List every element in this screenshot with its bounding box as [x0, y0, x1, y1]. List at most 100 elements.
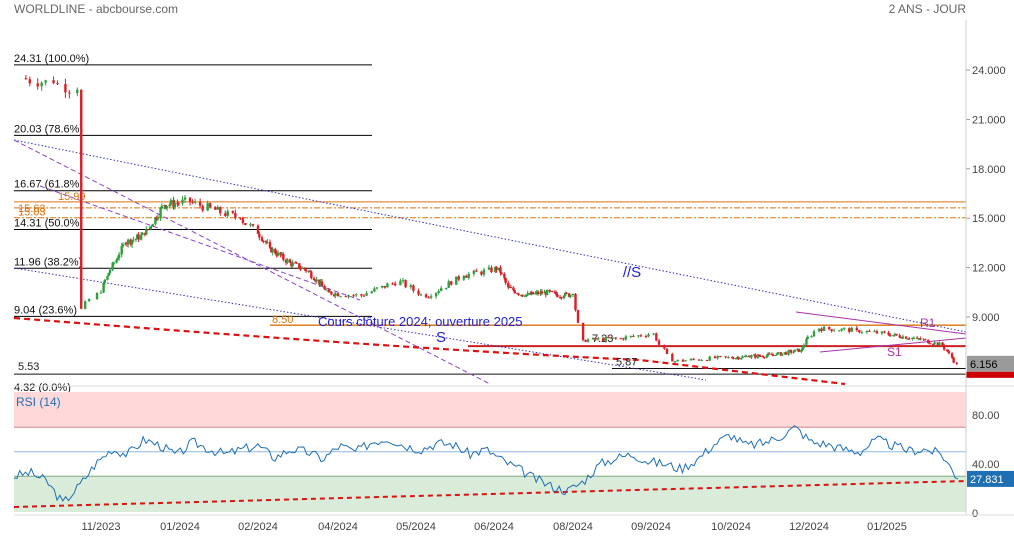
candle-body [509, 287, 513, 289]
fibonacci-label: 20.03 (78.6%) [14, 123, 83, 135]
candle-body [224, 213, 227, 216]
candle-body [115, 259, 118, 263]
candle-body [883, 331, 886, 333]
candle-body [519, 294, 523, 296]
candle-body [584, 340, 587, 342]
y-tick-label: 21.000 [972, 114, 1006, 126]
candle-body [805, 338, 808, 345]
candle-body [787, 350, 790, 355]
candle-body [312, 278, 316, 281]
chart-period[interactable]: 2 ANS - JOUR [888, 2, 966, 16]
fibonacci-label: 4.32 (0.0%) [14, 382, 71, 394]
candle-body [565, 292, 568, 294]
x-tick-label: 09/2024 [631, 521, 671, 533]
candle-body [241, 218, 245, 224]
candle-body [789, 350, 793, 353]
candle-body [226, 211, 230, 216]
candle-body [822, 326, 826, 332]
candle-body [323, 286, 326, 290]
candle-body [300, 267, 304, 269]
candle-body [52, 80, 55, 84]
candle-body [399, 280, 402, 286]
candle-body [365, 293, 368, 296]
candle-body [266, 242, 269, 244]
candle-body [761, 356, 765, 358]
candle-body [736, 357, 739, 359]
candle-body [467, 273, 471, 278]
candle-body [594, 337, 597, 340]
candle-body [766, 353, 770, 356]
candle-body [612, 337, 615, 339]
candle-body [130, 240, 134, 245]
candle-body [512, 287, 515, 291]
rsi-y-tick-label: 40.00 [972, 459, 1000, 471]
candle-body [332, 294, 336, 296]
candle-body [806, 336, 809, 339]
candle-body [931, 343, 935, 345]
fibonacci-label: 24.31 (100.0%) [14, 53, 89, 65]
candle-body [741, 356, 744, 359]
candle-body [952, 357, 955, 363]
candle-body [567, 293, 571, 297]
candle-body [172, 200, 175, 208]
candle-body [554, 292, 558, 295]
candle-body [936, 342, 939, 346]
x-tick-label: 12/2024 [789, 521, 829, 533]
candle-body [801, 347, 804, 350]
candle-body [556, 294, 559, 298]
candle-body [424, 294, 428, 298]
candle-body [705, 360, 709, 362]
candle-body [576, 310, 580, 323]
candle-body [249, 224, 252, 226]
candle-body [549, 290, 553, 292]
candle-body [284, 259, 288, 263]
candle-body [637, 335, 640, 337]
candle-body [716, 356, 719, 359]
candle-body [947, 351, 951, 354]
y-tick-label: 24.000 [972, 65, 1006, 77]
candle-body [401, 280, 405, 282]
channel-lower [13, 267, 707, 381]
candle-body [427, 297, 430, 299]
candle-body [604, 337, 607, 341]
candle-body [201, 205, 204, 211]
x-tick-label: 01/2025 [867, 521, 907, 533]
candle-body [523, 295, 527, 297]
candle-body [120, 245, 123, 255]
candle-body [99, 292, 103, 294]
candle-body [887, 332, 890, 335]
candle-body [619, 338, 623, 340]
candle-body [149, 226, 152, 230]
candle-body [923, 339, 927, 341]
candle-body [434, 292, 438, 297]
candle-body [950, 353, 954, 358]
candle-body [102, 282, 105, 293]
candle-body [500, 272, 503, 274]
candle-body [450, 281, 453, 285]
candle-body [684, 360, 687, 362]
candle-body [462, 275, 466, 280]
candle-body [334, 293, 337, 296]
candle-body [908, 338, 911, 340]
candle-body [840, 328, 843, 331]
y-tick-label: 9.000 [972, 312, 1000, 324]
candle-body [731, 356, 734, 359]
candle-body [574, 293, 577, 311]
candle-body [503, 273, 506, 279]
candle-body [268, 242, 272, 248]
candle-body [516, 293, 519, 295]
candle-body [83, 301, 87, 309]
rsi-y-tick-label: 0 [972, 508, 978, 520]
x-tick-label: 08/2024 [553, 521, 593, 533]
pivot-label: S1 [887, 345, 902, 359]
candle-body [647, 334, 650, 337]
candle-body [810, 336, 813, 338]
candle-body [290, 262, 293, 267]
pivot-s1-line [819, 337, 967, 353]
candle-body [880, 331, 884, 334]
pivot-label: R1 [920, 316, 936, 330]
candle-body [530, 291, 533, 295]
candle-body [480, 271, 483, 275]
candle-body [797, 348, 800, 352]
candle-body [868, 330, 871, 332]
